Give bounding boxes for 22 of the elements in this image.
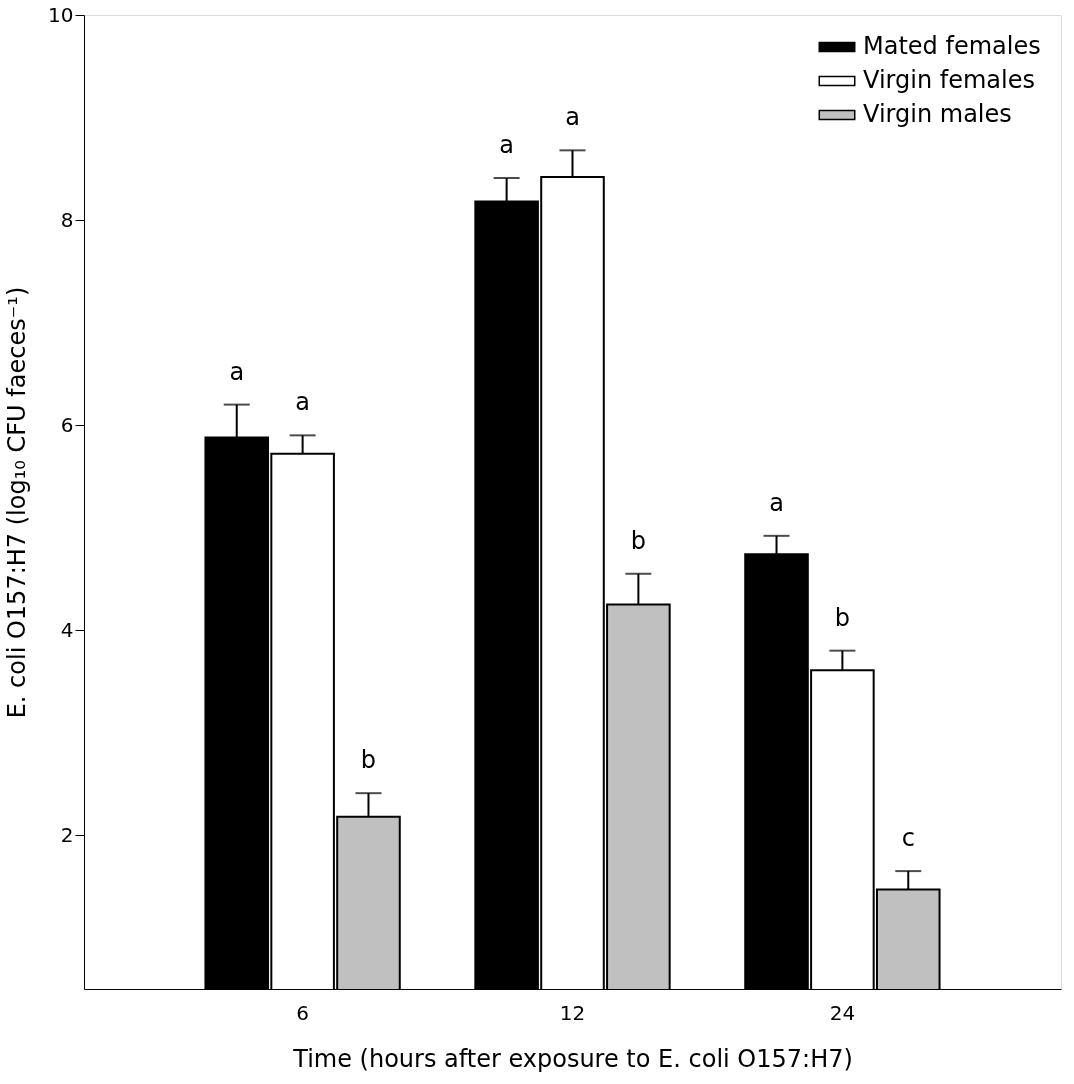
annotation: a: [295, 388, 310, 417]
y-tick-label: 4: [60, 617, 74, 642]
y-tick-label: 8: [60, 207, 74, 232]
annotation: c: [901, 824, 915, 853]
x-axis-title: Time (hours after exposure to E. coli O157:H7): [292, 1044, 853, 1073]
y-tick-label: 6: [60, 412, 74, 437]
legend-label: Virgin females: [863, 66, 1035, 94]
x-tick-label: 24: [829, 1000, 856, 1025]
y-tick-label: 2: [60, 822, 74, 847]
annotation: a: [499, 131, 514, 160]
x-tick-label: 6: [296, 1000, 309, 1025]
y-tick-label: 10: [48, 2, 74, 27]
y-axis-title: E. coli O157:H7 (log₁₀ CFU faeces⁻¹): [3, 286, 32, 719]
legend-label: Virgin males: [863, 100, 1012, 128]
legend-label: Mated females: [863, 32, 1041, 60]
annotation: a: [769, 488, 784, 517]
annotation: a: [229, 357, 245, 386]
annotation: b: [630, 526, 646, 555]
annotation: a: [565, 103, 580, 132]
x-tick-label: 12: [559, 1000, 586, 1025]
annotation: b: [360, 746, 377, 775]
annotation: b: [834, 603, 851, 632]
